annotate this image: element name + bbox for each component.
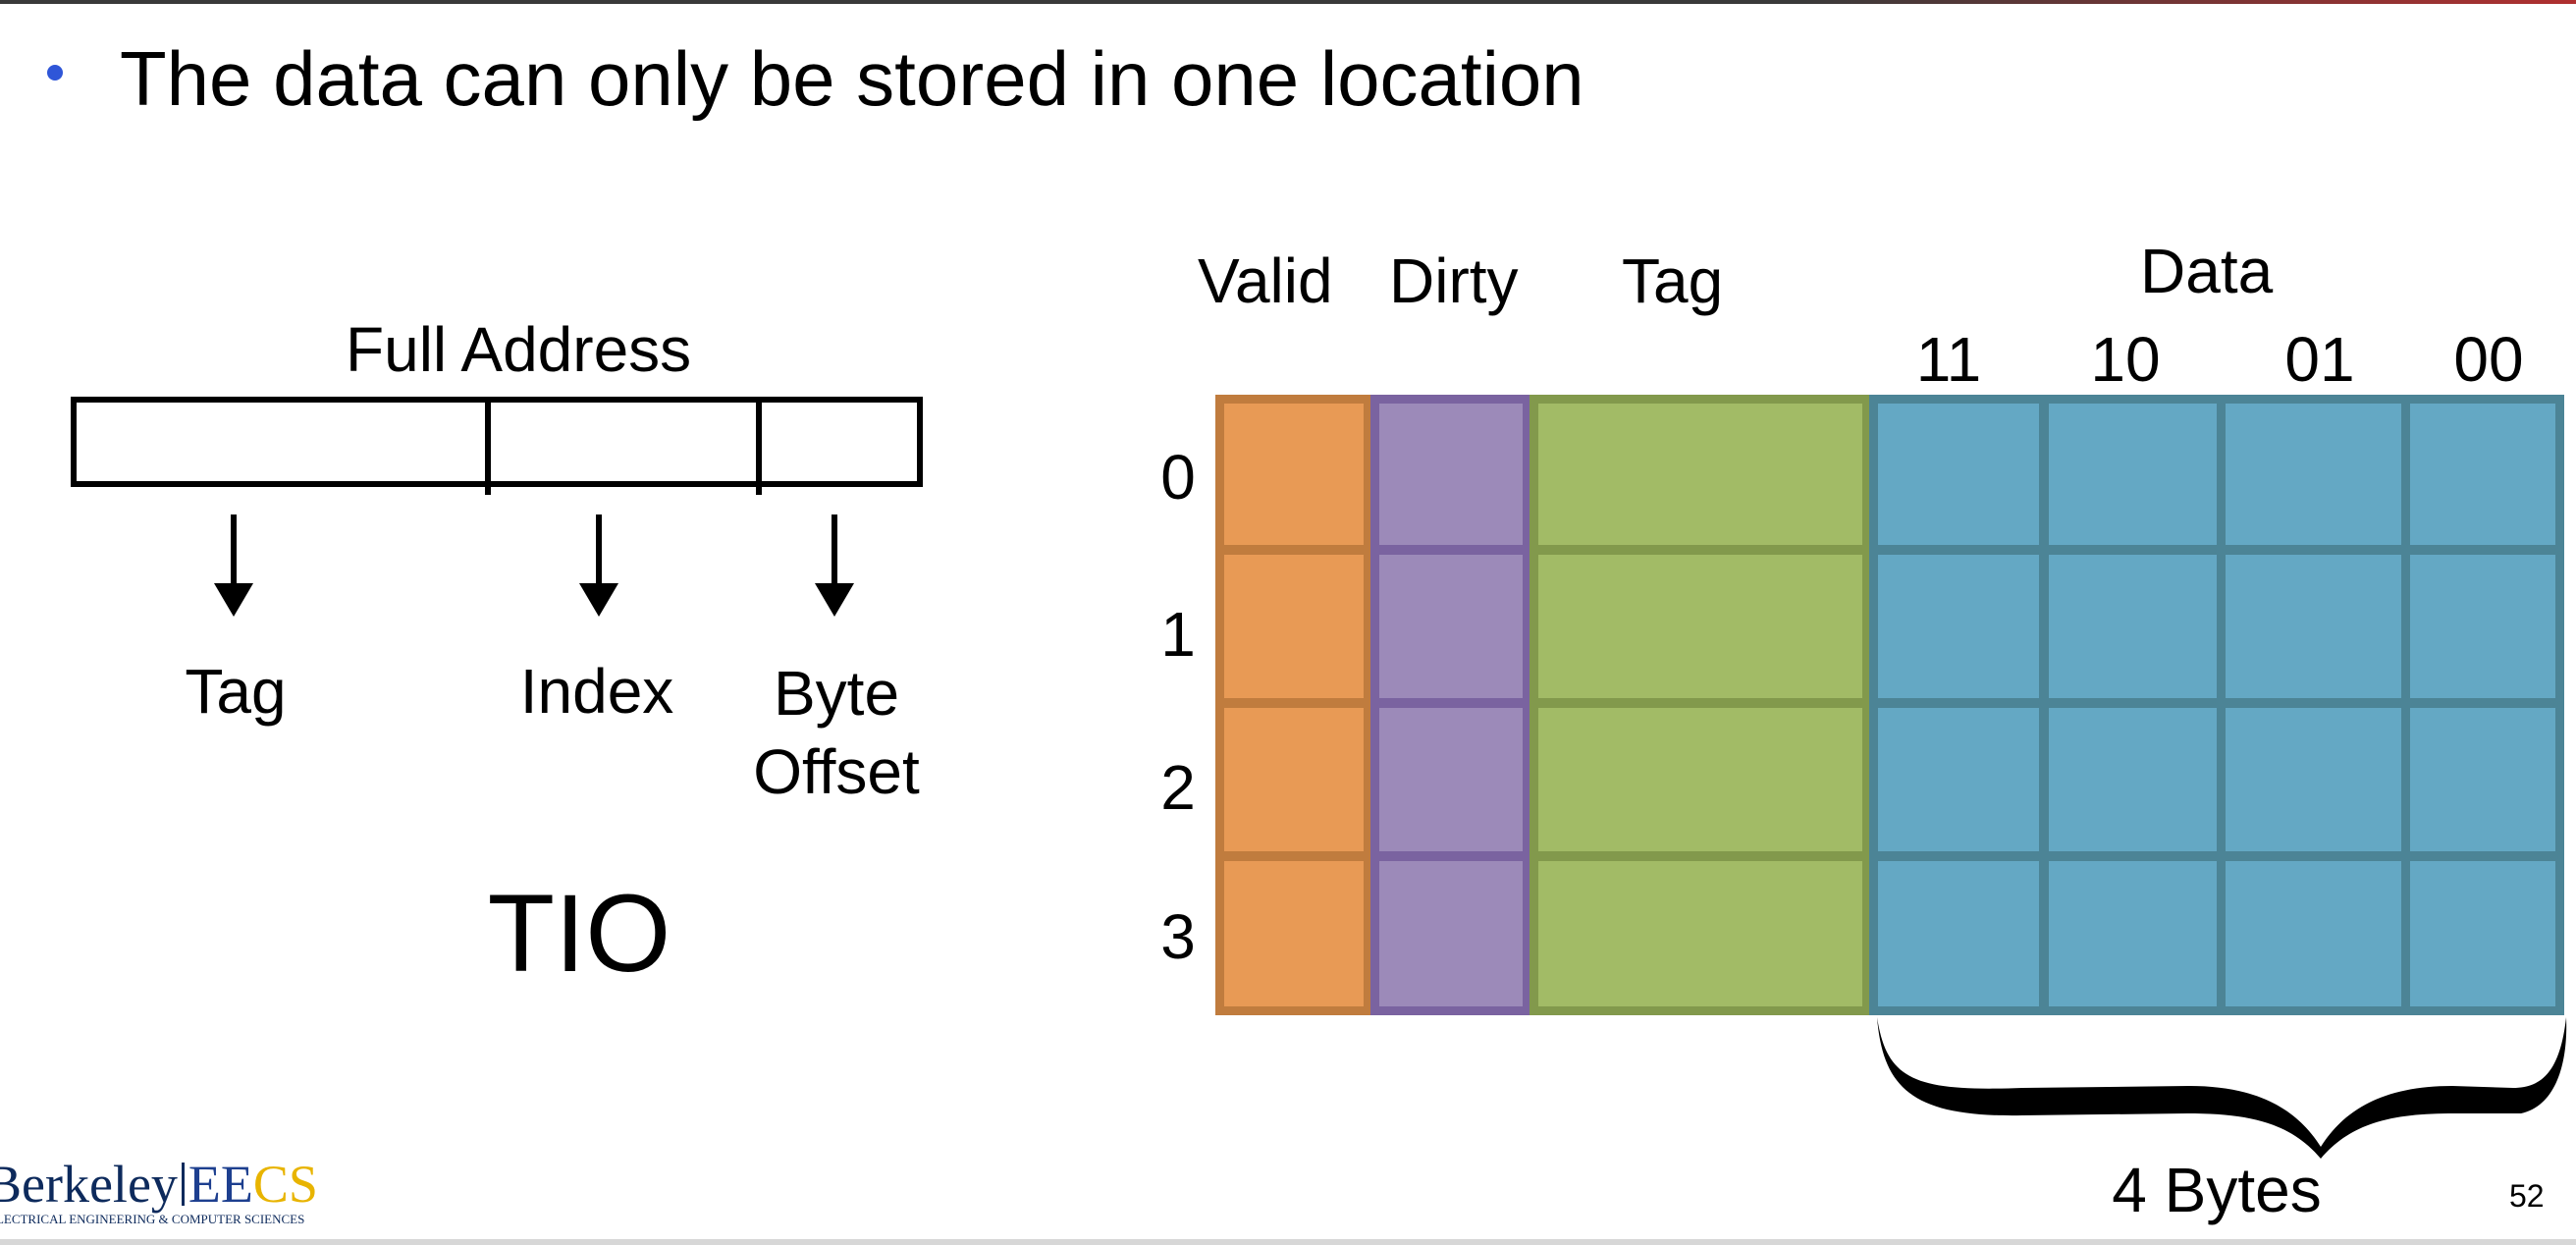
tag-arrow-shaft xyxy=(231,514,237,593)
row-label: 3 xyxy=(1160,901,1196,972)
data-cell xyxy=(2040,546,2227,707)
logo-ee: EE xyxy=(188,1155,253,1214)
logo-berkeley: Berkeley xyxy=(0,1155,178,1214)
byte-label: 00 xyxy=(2453,324,2524,395)
page-number: 52 xyxy=(2509,1178,2545,1214)
field-label-offset: Offset xyxy=(753,736,920,807)
byte-label: 10 xyxy=(2090,324,2161,395)
valid-cell xyxy=(1215,395,1372,554)
data-cell xyxy=(2040,395,2227,554)
curly-brace-icon xyxy=(1877,1017,2567,1159)
valid-cell xyxy=(1215,852,1372,1015)
berkeley-eecs-logo: Berkeley EECS ELECTRICAL ENGINEERING & CO… xyxy=(0,1157,320,1229)
dirty-cell xyxy=(1370,699,1531,860)
data-cell xyxy=(1869,852,2048,1015)
dirty-cell xyxy=(1370,395,1531,554)
data-cell xyxy=(1869,395,2048,554)
valid-cell xyxy=(1215,546,1372,707)
data-cell xyxy=(2401,699,2564,860)
tag-cell xyxy=(1530,699,1871,860)
tag-cell xyxy=(1530,852,1871,1015)
data-cell xyxy=(2217,546,2411,707)
bullet-icon xyxy=(47,65,63,81)
data-cell xyxy=(2040,852,2227,1015)
logo-cs: CS xyxy=(252,1155,318,1214)
tag-arrow-icon xyxy=(214,583,253,617)
address-divider-index-offset xyxy=(756,397,762,495)
data-cell xyxy=(2040,699,2227,860)
logo-separator xyxy=(181,1163,185,1206)
byte-label: 01 xyxy=(2284,324,2355,395)
field-label-index: Index xyxy=(519,656,674,727)
data-cell xyxy=(2401,395,2564,554)
field-label-tag: Tag xyxy=(185,656,287,727)
brace-label: 4 Bytes xyxy=(2112,1155,2322,1225)
data-cell xyxy=(2217,395,2411,554)
column-header-dirty: Dirty xyxy=(1389,245,1519,316)
top-rule xyxy=(0,0,2576,4)
row-label: 2 xyxy=(1160,752,1196,823)
bottom-rule xyxy=(0,1239,2576,1245)
full-address-label: Full Address xyxy=(346,314,692,385)
data-cell xyxy=(2401,546,2564,707)
offset-arrow-icon xyxy=(815,583,854,617)
dirty-cell xyxy=(1370,546,1531,707)
column-header-valid: Valid xyxy=(1198,245,1333,316)
logo-wordmark: Berkeley EECS xyxy=(0,1157,318,1212)
address-bar xyxy=(71,397,923,487)
dirty-cell xyxy=(1370,852,1531,1015)
index-arrow-shaft xyxy=(596,514,602,593)
byte-label: 11 xyxy=(1915,324,1982,395)
tag-cell xyxy=(1530,546,1871,707)
address-divider-tag-index xyxy=(485,397,491,495)
tag-cell xyxy=(1530,395,1871,554)
bullet-text: The data can only be stored in one locat… xyxy=(120,35,1584,122)
valid-cell xyxy=(1215,699,1372,860)
data-cell xyxy=(2401,852,2564,1015)
field-label-byte: Byte xyxy=(773,658,900,729)
column-header-data: Data xyxy=(2140,236,2274,306)
data-cell xyxy=(1869,546,2048,707)
row-label: 0 xyxy=(1160,442,1196,513)
logo-subtitle: ELECTRICAL ENGINEERING & COMPUTER SCIENC… xyxy=(0,1212,305,1226)
data-cell xyxy=(1869,699,2048,860)
index-arrow-icon xyxy=(579,583,618,617)
column-header-tag: Tag xyxy=(1622,245,1724,316)
tio-label: TIO xyxy=(487,872,671,995)
row-label: 1 xyxy=(1160,599,1196,670)
data-cell xyxy=(2217,699,2411,860)
data-cell xyxy=(2217,852,2411,1015)
offset-arrow-shaft xyxy=(832,514,837,593)
